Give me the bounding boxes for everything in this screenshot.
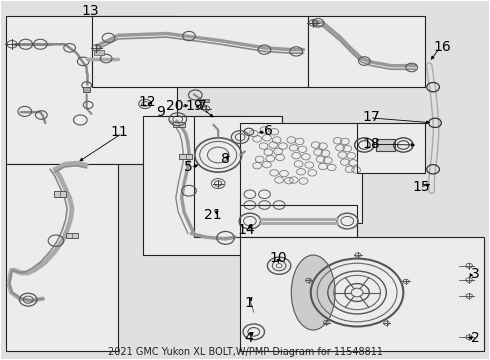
- Bar: [6, 16, 177, 164]
- Text: 9: 9: [156, 105, 165, 119]
- Bar: [308, 16, 425, 87]
- Text: 11: 11: [111, 126, 129, 139]
- Text: 14: 14: [238, 223, 255, 237]
- Text: 5: 5: [184, 161, 193, 175]
- Bar: [83, 87, 90, 93]
- Text: 2021 GMC Yukon XL BOLT,W/PMP Diagram for 11548811: 2021 GMC Yukon XL BOLT,W/PMP Diagram for…: [107, 347, 383, 357]
- Bar: [6, 164, 118, 351]
- Text: 3: 3: [471, 267, 480, 280]
- Bar: [357, 123, 425, 173]
- Bar: [375, 139, 395, 151]
- Text: 17: 17: [363, 110, 381, 124]
- Text: 20: 20: [166, 99, 183, 113]
- Text: 2: 2: [471, 331, 480, 345]
- Bar: [240, 123, 362, 223]
- Bar: [240, 205, 357, 237]
- Text: 18: 18: [363, 137, 381, 151]
- Text: 4: 4: [244, 331, 253, 345]
- Ellipse shape: [291, 255, 335, 330]
- Text: 12: 12: [139, 95, 156, 109]
- Bar: [66, 233, 78, 238]
- Bar: [199, 99, 209, 102]
- Bar: [179, 154, 192, 159]
- Text: 8: 8: [221, 152, 230, 166]
- Text: 1: 1: [244, 296, 253, 310]
- Text: 21: 21: [203, 208, 221, 222]
- Bar: [92, 16, 308, 87]
- Text: 19: 19: [185, 99, 203, 113]
- Bar: [143, 116, 245, 255]
- Bar: [94, 50, 104, 55]
- Text: 7: 7: [198, 99, 206, 113]
- Text: 13: 13: [81, 4, 99, 18]
- Text: 6: 6: [264, 124, 273, 138]
- Bar: [194, 116, 282, 237]
- Bar: [173, 122, 185, 127]
- Text: 16: 16: [434, 40, 451, 54]
- Text: 10: 10: [270, 251, 287, 265]
- Text: 15: 15: [413, 180, 430, 194]
- Bar: [54, 192, 66, 197]
- Bar: [240, 237, 484, 351]
